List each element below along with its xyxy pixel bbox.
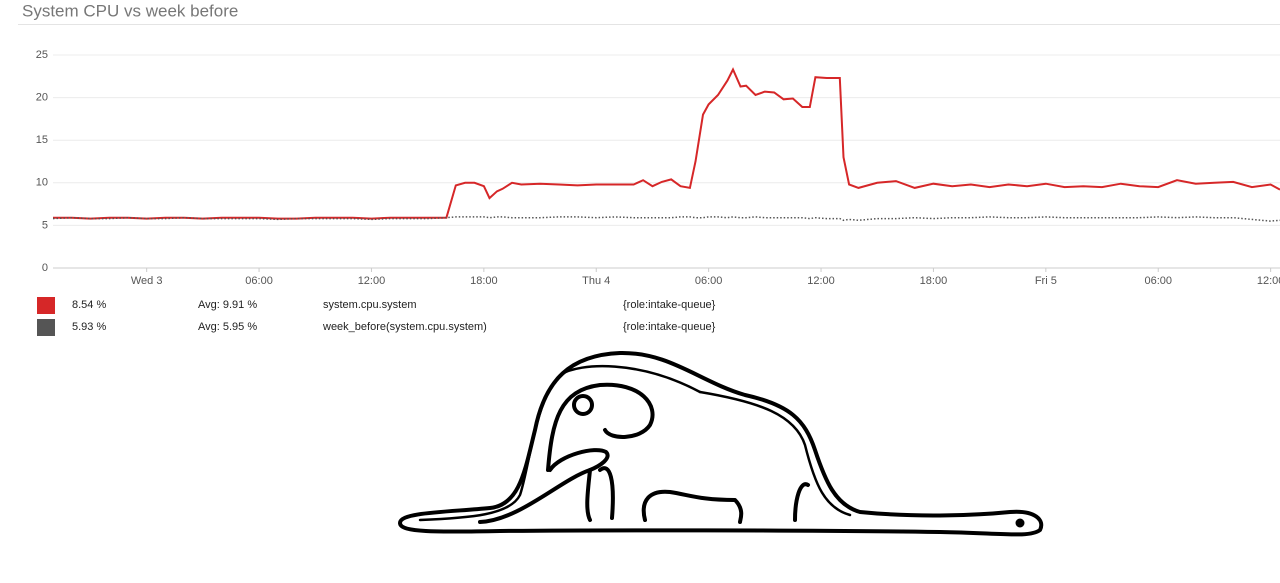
y-tick-label: 25 <box>36 49 48 61</box>
legend-name: week_before(system.cpu.system) <box>322 321 487 333</box>
y-tick-label: 0 <box>42 262 48 274</box>
legend-avg: Avg: 9.91 % <box>198 299 257 311</box>
x-tick-label: 18:00 <box>470 275 498 287</box>
x-tick-label: 12:00 <box>807 275 835 287</box>
x-tick-label: 06:00 <box>1144 275 1172 287</box>
legend-current: 5.93 % <box>72 321 106 333</box>
x-tick-label: 18:00 <box>920 275 948 287</box>
y-tick-label: 20 <box>36 92 48 104</box>
y-tick-label: 10 <box>36 177 48 189</box>
x-tick-label: 12:00 <box>358 275 386 287</box>
x-tick-label: 06:00 <box>245 275 273 287</box>
y-tick-label: 5 <box>42 219 48 231</box>
legend-swatch <box>37 297 55 314</box>
legend-scope: {role:intake-queue} <box>623 321 716 333</box>
legend-current: 8.54 % <box>72 299 106 311</box>
y-tick-label: 15 <box>36 134 48 146</box>
x-tick-label: 06:00 <box>695 275 723 287</box>
boa-drawing <box>398 350 1044 537</box>
x-tick-label: Wed 3 <box>131 275 163 287</box>
chart-title: System CPU vs week before <box>22 1 238 20</box>
x-tick-label: Fri 5 <box>1035 275 1057 287</box>
legend-swatch <box>37 319 55 336</box>
legend-scope: {role:intake-queue} <box>623 299 716 311</box>
legend-name: system.cpu.system <box>323 299 417 311</box>
series-line <box>53 67 1280 220</box>
x-tick-label: Thu 4 <box>582 275 610 287</box>
x-tick-label: 12:00 <box>1257 275 1280 287</box>
legend-avg: Avg: 5.95 % <box>198 321 257 333</box>
